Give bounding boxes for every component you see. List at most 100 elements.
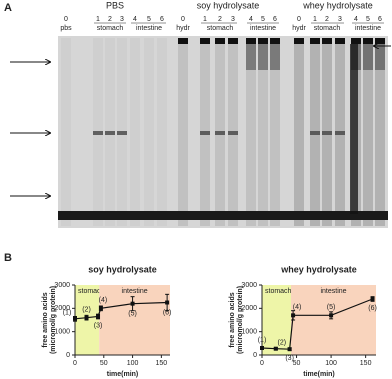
- x-axis-label: time(min): [107, 371, 139, 378]
- gel-band: [258, 38, 268, 44]
- region-label: stomach: [78, 288, 105, 295]
- gel-band: [335, 38, 345, 44]
- y-tick-label: 3000: [54, 282, 70, 289]
- y-axis-label: free amino acids: [42, 292, 49, 347]
- data-point: [291, 313, 296, 318]
- group-title: soy hydrolysate: [197, 0, 260, 10]
- lane-label: 6: [378, 16, 382, 23]
- gel-band: [200, 38, 210, 44]
- lane-label: 1: [313, 16, 317, 23]
- point-label: (1): [258, 337, 267, 344]
- gel-lane: [363, 38, 373, 226]
- point-label: (5): [327, 304, 336, 311]
- lane-label: 4: [354, 16, 358, 23]
- lane-label: 6: [160, 16, 164, 23]
- gel-band: [294, 38, 304, 44]
- data-point: [98, 306, 103, 311]
- lane-label: 5: [147, 16, 151, 23]
- gel-band: [200, 131, 210, 135]
- data-point: [273, 346, 278, 351]
- gel-lane: [270, 38, 280, 226]
- gel-smear: [363, 44, 373, 70]
- lane-label: 0: [297, 16, 301, 23]
- lane-group-label: stomach: [207, 25, 234, 32]
- x-tick-label: 0: [73, 360, 77, 367]
- lane-label: 2: [218, 16, 222, 23]
- gel-lane: [246, 38, 256, 226]
- lane-label: 1: [203, 16, 207, 23]
- data-line: [261, 298, 373, 350]
- lane-group-label: pbs: [60, 25, 72, 32]
- gel-band: [246, 38, 256, 44]
- gel-band: [215, 38, 225, 44]
- gel-band: [310, 131, 320, 135]
- point-label: (4): [293, 304, 302, 311]
- panel-label: B: [4, 252, 12, 264]
- x-tick-label: 0: [260, 360, 264, 367]
- lane-label: 3: [231, 16, 235, 23]
- point-label: (2): [82, 307, 91, 314]
- gel-band: [322, 38, 332, 44]
- gel-smear: [246, 44, 256, 70]
- lane-label: 2: [325, 16, 329, 23]
- gel-band: [228, 38, 238, 44]
- gel-smear: [375, 44, 385, 70]
- region: [291, 285, 376, 355]
- gel-band: [351, 38, 361, 44]
- x-tick-label: 150: [360, 360, 372, 367]
- x-tick-label: 100: [325, 360, 337, 367]
- point-label: (2): [278, 340, 287, 347]
- gel-band: [310, 38, 320, 44]
- gel-lane: [157, 38, 167, 226]
- lane-group-label: intestine: [355, 25, 381, 32]
- gel-lane: [375, 38, 385, 226]
- y-tick-label: 2000: [241, 305, 257, 312]
- y-tick-label: 0: [66, 352, 70, 359]
- gel-lane: [178, 38, 188, 226]
- lane-label: 1: [96, 16, 100, 23]
- group-title: whey hydrolysate: [302, 0, 373, 10]
- gel-lane: [130, 38, 140, 226]
- gel-band: [228, 131, 238, 135]
- gel-lane: [258, 38, 268, 226]
- lane-label: 6: [273, 16, 277, 23]
- lane-group-label: hydr: [176, 25, 190, 32]
- panel-label: A: [4, 2, 12, 14]
- lane-label: 0: [181, 16, 185, 23]
- region: [99, 285, 170, 355]
- data-point: [329, 313, 334, 318]
- region: [262, 285, 292, 355]
- lane-label: 2: [108, 16, 112, 23]
- lane-label: 3: [338, 16, 342, 23]
- point-label: (1): [63, 310, 72, 317]
- region-label: intestine: [320, 288, 346, 295]
- gel-band: [335, 131, 345, 135]
- data-point: [84, 315, 89, 320]
- y-tick-label: 3000: [241, 282, 257, 289]
- gel-band: [105, 131, 115, 135]
- data-point: [260, 346, 264, 350]
- gel-lane: [61, 38, 71, 226]
- gel-smear: [270, 44, 280, 70]
- gel-smear: [258, 44, 268, 70]
- gel-image: [58, 36, 388, 228]
- point-label: (3): [94, 322, 103, 329]
- chart-title: soy hydrolysate: [88, 264, 157, 274]
- lane-group-label: stomach: [97, 25, 124, 32]
- gel-band: [58, 211, 388, 220]
- region-label: intestine: [122, 288, 148, 295]
- region-label: stomach: [265, 288, 292, 295]
- gel-band: [363, 38, 373, 44]
- lane-label: 4: [133, 16, 137, 23]
- gel-band: [178, 38, 188, 44]
- point-label: (6): [163, 309, 172, 316]
- point-label: (4): [99, 297, 108, 304]
- gel-smear: [350, 44, 358, 214]
- data-point: [165, 300, 170, 305]
- x-tick-label: 150: [156, 360, 168, 367]
- data-point: [73, 316, 77, 321]
- lane-label: 5: [366, 16, 370, 23]
- gel-lane: [294, 38, 304, 226]
- x-tick-label: 100: [127, 360, 139, 367]
